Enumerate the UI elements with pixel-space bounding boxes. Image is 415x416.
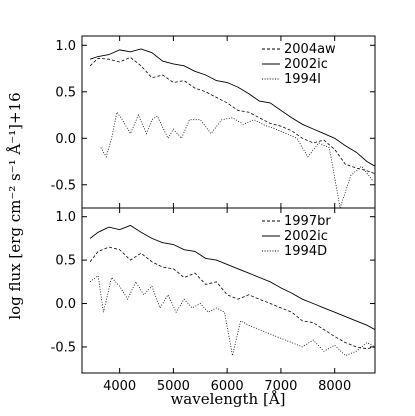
top-legend-label-2002ic: 2002ic: [284, 57, 328, 72]
bottom-series-1994D: [89, 274, 375, 357]
top-series-2004aw: [89, 56, 375, 174]
top-ytick-label: 0.0: [55, 132, 76, 147]
bottom-series-2002ic: [89, 224, 375, 330]
bottom-panel-frame: [81, 207, 376, 374]
xtick-label: 4000: [103, 379, 136, 394]
top-legend-label-2004aw: 2004aw: [284, 42, 336, 57]
bottom-ytick-label: 0.0: [55, 297, 76, 312]
xtick-label: 8000: [318, 379, 351, 394]
bottom-panel-series: [89, 224, 375, 357]
bottom-panel-y-ticks: 1.0 0.5 0.0 -0.5: [51, 210, 375, 355]
top-legend-label-1994I: 1994I: [284, 72, 321, 87]
bottom-panel: 1.0 0.5 0.0 -0.5 4000 5000 6000 7000 8000 1997b…: [51, 207, 376, 394]
bottom-legend-label-2002ic: 2002ic: [284, 229, 328, 244]
top-panel-x-ticks: [119, 36, 336, 208]
bottom-legend-label-1994D: 1994D: [284, 244, 327, 259]
top-ytick-label: -0.5: [51, 178, 76, 193]
top-ytick-label: 1.0: [55, 39, 76, 54]
bottom-ytick-label: 0.5: [55, 254, 76, 269]
top-series-1994I: [100, 111, 373, 208]
top-series-2002ic: [89, 48, 375, 167]
bottom-legend-label-1997br: 1997br: [284, 214, 331, 229]
bottom-panel-x-ticks: 4000 5000 6000 7000 8000: [103, 208, 351, 394]
bottom-series-1997br: [89, 246, 375, 350]
xtick-label: 5000: [157, 379, 190, 394]
top-panel-y-ticks: 1.0 0.5 0.0 -0.5: [51, 39, 375, 193]
top-ytick-label: 0.5: [55, 85, 76, 100]
bottom-ytick-label: 1.0: [55, 210, 76, 225]
y-axis-label: log flux [erg cm⁻² s⁻¹ Å⁻¹]+16: [6, 92, 24, 319]
bottom-ytick-label: -0.5: [51, 340, 76, 355]
xtick-label: 6000: [211, 379, 244, 394]
xtick-label: 7000: [264, 379, 297, 394]
x-axis-label: wavelength [Å]: [170, 390, 285, 408]
top-panel-series: [89, 48, 375, 208]
top-panel-frame: [81, 35, 376, 209]
